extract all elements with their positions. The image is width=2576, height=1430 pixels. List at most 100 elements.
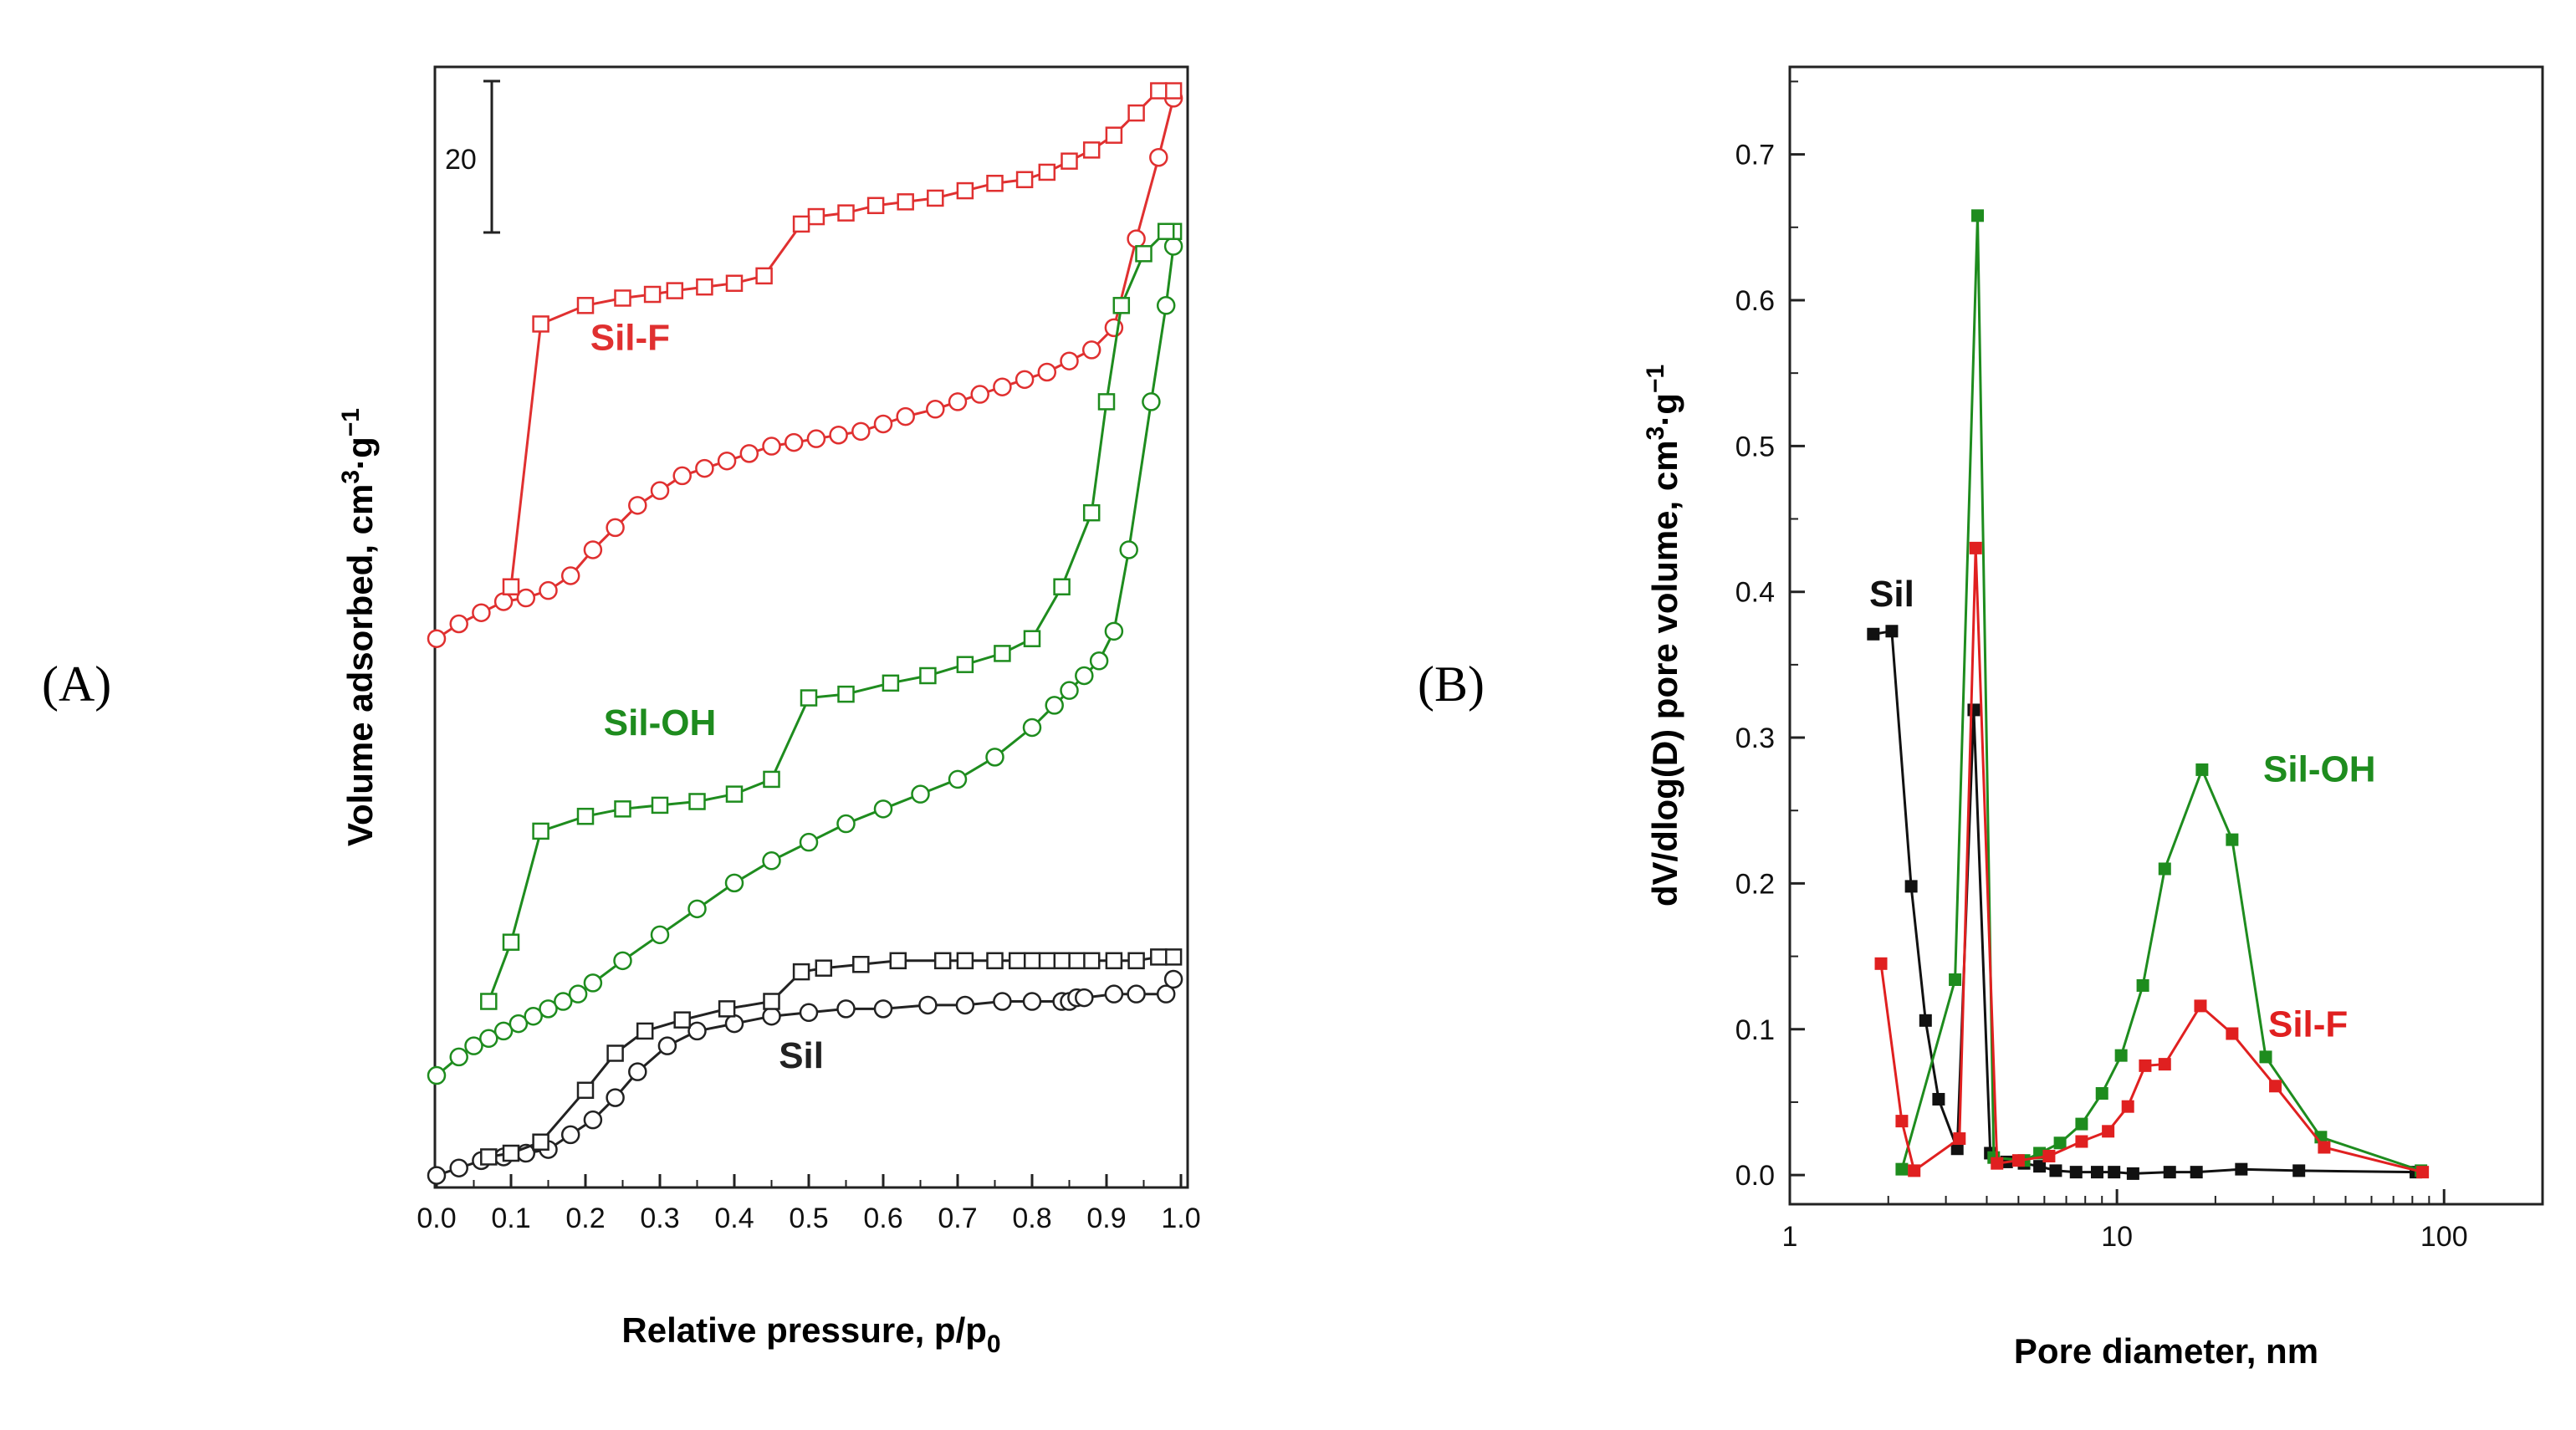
x-tick-label-1: 0.1	[491, 1203, 530, 1234]
sil-desorption-point	[1105, 952, 1123, 970]
sil-oh-adsorption-point	[911, 784, 930, 804]
sil-oh-adsorption-point	[479, 1029, 498, 1049]
panel-a-isotherms: (A) 0.0 0.1 0.2 0.3 0.4 0.5 0.6 0.7 0.8 0.9 1.0 20…	[42, 65, 1201, 1358]
panel-a-scale-bar: 20	[445, 79, 500, 234]
sil-desorption-point	[815, 959, 833, 977]
sil-adsorption-point	[1127, 984, 1146, 1004]
sil-desorption-point	[1038, 952, 1056, 970]
sil-adsorption-point	[799, 1003, 819, 1023]
sil-oh-adsorption-point	[427, 1065, 447, 1085]
sil-oh-desorption-point	[502, 933, 520, 951]
sil-point	[1904, 880, 1918, 893]
series-sil: Sil	[1867, 574, 2423, 1180]
panel-b-label: (B)	[1418, 656, 1485, 712]
sil-f-desorption-point	[807, 207, 825, 226]
sil-oh-desorption-point	[837, 685, 855, 703]
sil-f-adsorption-point	[851, 421, 871, 442]
sil-f-desorption-point	[725, 274, 744, 292]
sil-f-desorption-point	[1127, 104, 1145, 122]
sil-oh-adsorption-point	[1089, 651, 1109, 671]
sil-f-adsorption-point	[628, 496, 647, 515]
sil-adsorption-point	[993, 992, 1012, 1011]
sil-oh-desorption-point	[800, 689, 818, 707]
sil-oh-desorption-point	[1053, 578, 1071, 595]
sil-desorption-point	[673, 1011, 691, 1029]
sil-f-desorption-point	[986, 174, 1004, 192]
sil-f-adsorption-point	[539, 580, 558, 600]
sil-oh-adsorption-point	[493, 1021, 514, 1041]
sil-desorption-point	[1164, 948, 1183, 966]
sil-f-desorption-point	[532, 315, 549, 333]
sil-point	[2090, 1166, 2103, 1179]
sil-f-adsorption-point	[717, 451, 737, 471]
sil-oh-point	[2114, 1049, 2128, 1062]
sil-f-adsorption-point	[516, 588, 536, 608]
x-tick-label-1: 10	[2101, 1221, 2133, 1253]
sil-f-adsorption-point	[1015, 370, 1035, 390]
sil-adsorption-point	[955, 995, 975, 1015]
sil-oh-adsorption-point	[1119, 540, 1138, 559]
sil-adsorption-point	[606, 1088, 625, 1107]
sil-oh-adsorption-point	[762, 851, 781, 871]
series-sil-oh: Sil-OH	[1895, 209, 2428, 1177]
sil-f-point	[2194, 999, 2207, 1013]
sil-f-desorption-point	[666, 282, 684, 299]
sil-f-adsorption-point	[583, 540, 603, 559]
sil-f-desorption-point	[696, 278, 713, 296]
sil-desorption-point	[933, 952, 952, 970]
sil-oh-desorption-point	[1135, 245, 1153, 263]
sil-point	[2069, 1166, 2083, 1179]
sil-point	[2126, 1167, 2139, 1180]
sil-f-desorption-point	[1015, 171, 1034, 189]
sil-adsorption-point	[1075, 988, 1094, 1008]
x-tick-label-8: 0.8	[1012, 1203, 1051, 1234]
scale-bar-label: 20	[445, 144, 477, 176]
sil-desorption-point	[1150, 948, 1168, 966]
sil-f-desorption-point	[927, 189, 944, 207]
y-tick-label-3: 0.3	[1735, 723, 1775, 754]
sil-oh-point	[1895, 1162, 1909, 1176]
sil-oh-adsorption-point	[1045, 696, 1064, 715]
sil-oh-desorption-point	[1082, 503, 1101, 522]
sil-f-desorption-point	[755, 267, 773, 285]
x-tick-label-3: 0.3	[640, 1203, 679, 1234]
sil-oh-adsorption-point	[1060, 681, 1079, 700]
x-tick-label-2: 0.2	[565, 1203, 605, 1234]
sil-oh-desorption-point	[956, 656, 974, 673]
sil-f-point	[2269, 1080, 2282, 1093]
sil-oh-adsorption-point	[1163, 237, 1183, 256]
panel-b-y-axis-title: dV/dlog(D) pore volume, cm3·g−1	[1642, 365, 1684, 907]
sil-oh-desorption-point	[532, 822, 549, 840]
x-tick-label-5: 0.5	[789, 1203, 828, 1234]
sil-oh-point	[2158, 862, 2171, 876]
sil-oh-point	[2226, 833, 2239, 846]
sil-f-adsorption-point	[1149, 147, 1168, 167]
panel-b-plot-frame	[1788, 65, 2544, 1206]
sil-f-point	[1908, 1164, 1921, 1177]
sil-desorption-point	[792, 963, 810, 981]
sil-point	[2049, 1164, 2062, 1177]
sil-desorption-point	[606, 1044, 624, 1062]
sil-adsorption-point	[449, 1158, 468, 1177]
sil-oh-adsorption-point	[464, 1036, 483, 1055]
series-sil-f: Sil-F	[427, 82, 1183, 648]
sil-point	[2108, 1166, 2121, 1179]
sil-f-adsorption-point	[993, 377, 1012, 396]
sil-oh-adsorption-point	[449, 1047, 468, 1067]
sil-oh-adsorption-point	[1022, 718, 1042, 738]
y-tick-label-1: 0.1	[1735, 1014, 1775, 1046]
sil-oh-adsorption-point	[948, 769, 968, 789]
sil-f-point	[1969, 541, 1982, 554]
sil-f-desorption-point	[1164, 82, 1183, 100]
sil-oh-point	[2195, 763, 2209, 776]
y-tick-label-5: 0.5	[1735, 431, 1775, 462]
series-label-sil-f: Sil-F	[590, 317, 670, 358]
sil-point	[1919, 1014, 1932, 1027]
sil-f-adsorption-point	[1081, 340, 1101, 360]
sil-oh-adsorption-point	[985, 748, 1004, 767]
sil-adsorption-point	[918, 995, 938, 1015]
y-tick-label-2: 0.2	[1735, 868, 1775, 900]
sil-f-point	[2102, 1125, 2115, 1138]
sil-oh-desorption-point	[919, 666, 937, 685]
sil-desorption-point	[576, 1081, 595, 1100]
